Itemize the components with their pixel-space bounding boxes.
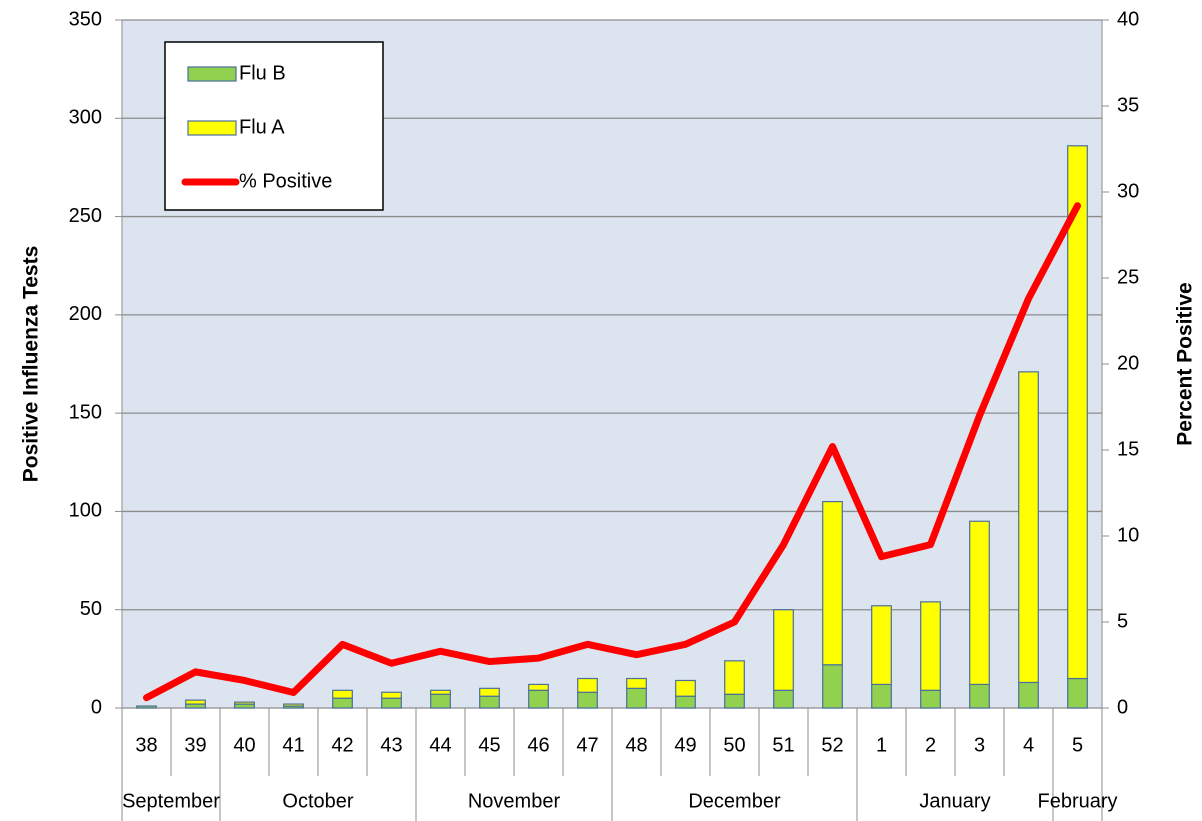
month-label: September bbox=[122, 790, 220, 812]
bar bbox=[332, 697, 353, 709]
x-tick-label: 5 bbox=[1072, 734, 1083, 756]
bar bbox=[185, 699, 206, 705]
x-tick-label: 44 bbox=[429, 734, 451, 756]
x-tick-label: 42 bbox=[331, 734, 353, 756]
bar bbox=[430, 693, 451, 709]
x-tick-label: 43 bbox=[380, 734, 402, 756]
legend-label: % Positive bbox=[239, 170, 332, 192]
y2-tick-label: 15 bbox=[1117, 438, 1139, 460]
x-tick-label: 1 bbox=[876, 734, 887, 756]
x-tick-label: 38 bbox=[135, 734, 157, 756]
bar bbox=[626, 687, 647, 709]
month-label: November bbox=[468, 790, 561, 812]
bar bbox=[920, 601, 941, 691]
bar bbox=[1067, 145, 1088, 680]
bar bbox=[871, 605, 892, 686]
x-tick-label: 51 bbox=[772, 734, 794, 756]
y-tick-label: 50 bbox=[80, 598, 102, 620]
bar bbox=[479, 687, 500, 697]
x-tick-label: 3 bbox=[974, 734, 985, 756]
line bbox=[143, 202, 1081, 702]
bar bbox=[675, 695, 696, 709]
y2-tick-label: 30 bbox=[1117, 180, 1139, 202]
y2-axis-title: Percent Positive bbox=[1174, 282, 1197, 445]
legend-swatch bbox=[187, 66, 237, 82]
bar bbox=[136, 705, 157, 709]
y-tick-label: 300 bbox=[69, 107, 102, 129]
y2-tick-label: 35 bbox=[1117, 94, 1139, 116]
bar bbox=[773, 609, 794, 691]
x-tick-label: 46 bbox=[527, 734, 549, 756]
x-tick-label: 52 bbox=[821, 734, 843, 756]
y-tick-label: 350 bbox=[69, 8, 102, 30]
bar bbox=[381, 697, 402, 709]
bar bbox=[577, 677, 598, 693]
y2-tick-label: 40 bbox=[1117, 8, 1139, 30]
bar bbox=[1018, 371, 1039, 684]
legend-label: Flu B bbox=[239, 62, 286, 84]
bar bbox=[920, 689, 941, 709]
month-label: February bbox=[1037, 790, 1117, 812]
bar bbox=[332, 689, 353, 699]
bar bbox=[871, 683, 892, 709]
bar bbox=[528, 683, 549, 691]
bar bbox=[528, 689, 549, 709]
month-label: December bbox=[688, 790, 781, 812]
legend-label: Flu A bbox=[239, 116, 285, 138]
y2-tick-label: 10 bbox=[1117, 524, 1139, 546]
x-tick-label: 40 bbox=[233, 734, 255, 756]
bar bbox=[822, 664, 843, 709]
bar bbox=[675, 679, 696, 697]
y-tick-label: 0 bbox=[91, 696, 102, 718]
y-axis-title: Positive Influenza Tests bbox=[20, 246, 43, 483]
legend-swatch bbox=[187, 120, 237, 136]
bar bbox=[724, 693, 745, 709]
y2-tick-label: 20 bbox=[1117, 352, 1139, 374]
x-tick-label: 39 bbox=[184, 734, 206, 756]
y-tick-label: 100 bbox=[69, 500, 102, 522]
y2-tick-label: 5 bbox=[1117, 610, 1128, 632]
bar bbox=[234, 701, 255, 705]
bar bbox=[822, 501, 843, 666]
month-label: October bbox=[282, 790, 353, 812]
x-tick-label: 41 bbox=[282, 734, 304, 756]
bar bbox=[381, 691, 402, 699]
x-tick-label: 49 bbox=[674, 734, 696, 756]
bar bbox=[773, 689, 794, 709]
bar bbox=[430, 689, 451, 695]
y2-tick-label: 0 bbox=[1117, 696, 1128, 718]
bar bbox=[969, 683, 990, 709]
x-tick-label: 2 bbox=[925, 734, 936, 756]
y-tick-label: 250 bbox=[69, 205, 102, 227]
x-tick-label: 4 bbox=[1023, 734, 1034, 756]
bar bbox=[283, 703, 304, 707]
bar bbox=[626, 677, 647, 689]
y-tick-label: 200 bbox=[69, 303, 102, 325]
bar bbox=[724, 660, 745, 695]
bar bbox=[1067, 677, 1088, 709]
x-tick-label: 48 bbox=[625, 734, 647, 756]
bar bbox=[1018, 681, 1039, 709]
x-tick-label: 50 bbox=[723, 734, 745, 756]
bar bbox=[969, 520, 990, 686]
bar bbox=[577, 691, 598, 709]
x-tick-label: 47 bbox=[576, 734, 598, 756]
y-tick-label: 150 bbox=[69, 401, 102, 423]
month-label: January bbox=[919, 790, 990, 812]
x-tick-label: 45 bbox=[478, 734, 500, 756]
bar bbox=[479, 695, 500, 709]
y2-tick-label: 25 bbox=[1117, 266, 1139, 288]
